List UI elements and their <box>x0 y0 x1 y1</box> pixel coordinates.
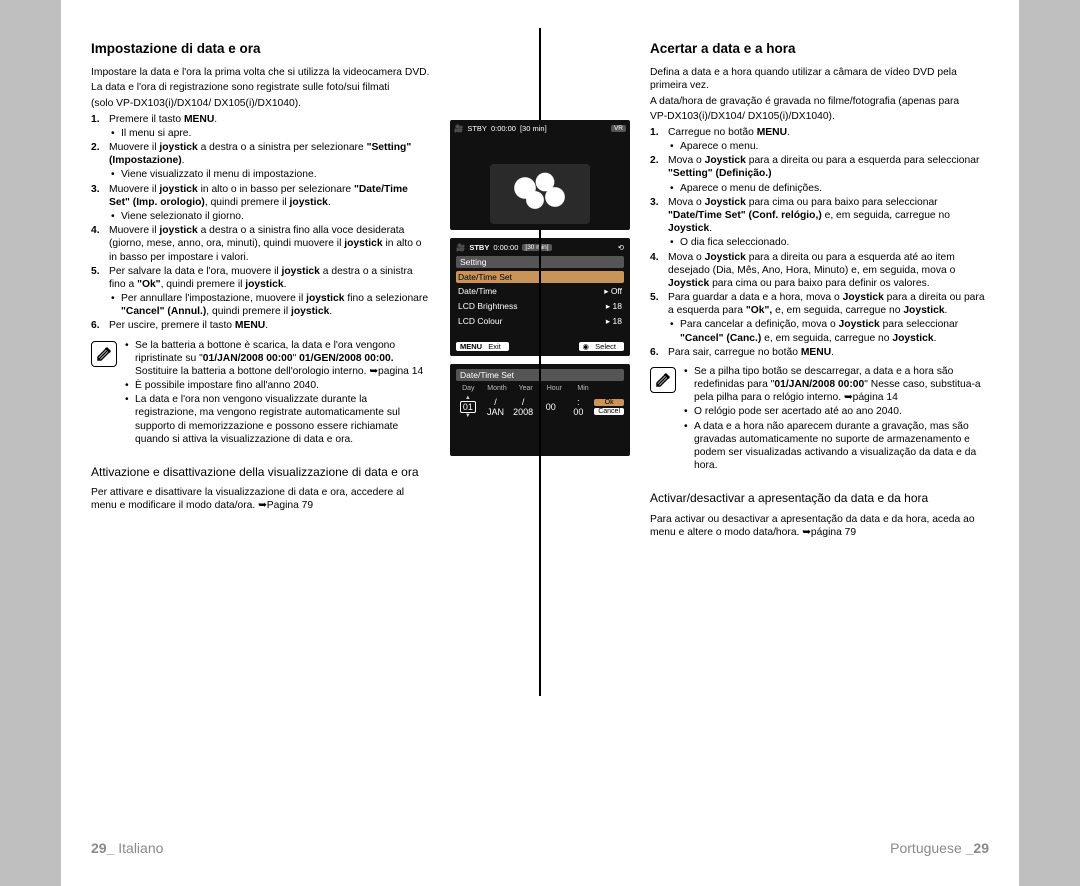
screen-preview: 🎥 STBY 0:00:00 [30 min] VR <box>450 120 630 230</box>
page-footer: 29_ Italiano Portuguese _29 <box>91 840 989 856</box>
step-3-it: Muovere il joystick in alto o in basso p… <box>91 183 430 224</box>
intro-it-1: Impostare la data e l'ora la prima volta… <box>91 66 430 79</box>
intro-it-3: (solo VP-DX103(i)/DX104/ DX105(i)/DX1040… <box>91 97 430 110</box>
step-1-it: Premere il tasto MENU. Il menu si apre. <box>91 113 430 140</box>
heading-pt: Acertar a data e a hora <box>650 40 989 57</box>
column-italian: Impostazione di data e ora Impostare la … <box>91 40 440 800</box>
step-3-pt: Mova o Joystick para cima ou para baixo … <box>650 196 989 250</box>
note-block-it: Se la batteria a bottone è scarica, la d… <box>91 339 430 447</box>
subheading-it: Attivazione e disattivazione della visua… <box>91 465 430 480</box>
subheading-pt: Activar/desactivar a apresentação da dat… <box>650 491 989 506</box>
note-icon <box>91 341 117 367</box>
step-4-pt: Mova o Joystick para a direita ou para a… <box>650 251 989 291</box>
footer-right: Portuguese _29 <box>890 840 989 856</box>
note-icon <box>650 367 676 393</box>
step-2-it: Muovere il joystick a destra o a sinistr… <box>91 141 430 182</box>
flower-image <box>490 164 590 224</box>
manual-page: Impostazione di data e ora Impostare la … <box>61 0 1019 886</box>
step-5-pt: Para guardar a data e a hora, mova o Joy… <box>650 291 989 345</box>
column-portuguese: Acertar a data e a hora Defina a data e … <box>640 40 989 800</box>
step-4-it: Muovere il joystick a destra o a sinistr… <box>91 224 430 264</box>
footer-left: 29_ Italiano <box>91 840 163 856</box>
steps-pt: Carregue no botão MENU. Aparece o menu. … <box>650 126 989 359</box>
note-block-pt: Se a pilha tipo botão se descarregar, a … <box>650 365 989 473</box>
step-6-pt: Para sair, carregue no botão MENU. <box>650 346 989 359</box>
step-6-it: Per uscire, premere il tasto MENU. <box>91 319 430 332</box>
intro-pt-1: Defina a data e a hora quando utilizar a… <box>650 66 989 92</box>
intro-pt-3: VP-DX103(i)/DX104/ DX105(i)/DX1040). <box>650 110 989 123</box>
subtext-it: Per attivare e disattivare la visualizza… <box>91 486 430 512</box>
steps-it: Premere il tasto MENU. Il menu si apre. … <box>91 113 430 333</box>
intro-it-2: La data e l'ora di registrazione sono re… <box>91 81 430 94</box>
step-2-pt: Mova o Joystick para a direita ou para a… <box>650 154 989 195</box>
step-5-it: Per salvare la data e l'ora, muovere il … <box>91 265 430 319</box>
subtext-pt: Para activar ou desactivar a apresentaçã… <box>650 513 989 539</box>
intro-pt-2: A data/hora de gravação é gravada no fil… <box>650 95 989 108</box>
step-1-pt: Carregue no botão MENU. Aparece o menu. <box>650 126 989 153</box>
heading-it: Impostazione di data e ora <box>91 40 430 57</box>
